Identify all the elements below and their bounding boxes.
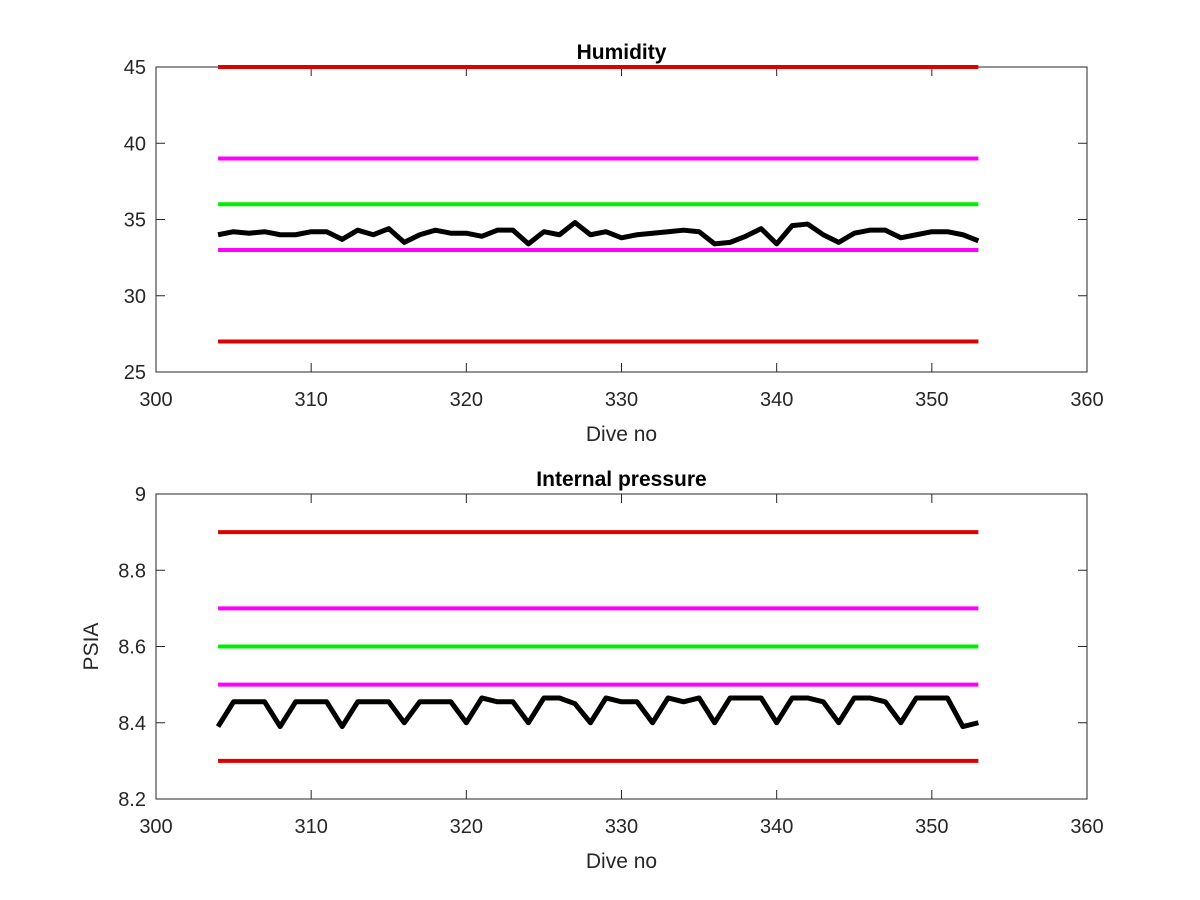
humidity-axes-frame bbox=[155, 66, 1088, 373]
internal-pressure-x-tick-label: 330 bbox=[605, 816, 638, 838]
humidity-series-line-5 bbox=[217, 220, 980, 247]
humidity-x-axis-label: Dive no bbox=[586, 423, 657, 446]
humidity-y-tick-label: 40 bbox=[124, 133, 146, 155]
internal-pressure-x-tick-label: 340 bbox=[760, 816, 793, 838]
internal-pressure-x-tick-label: 350 bbox=[915, 816, 948, 838]
internal-pressure-y-tick-label: 9 bbox=[135, 484, 146, 506]
internal-pressure-series-line-5 bbox=[215, 695, 979, 730]
internal-pressure-y-tick-label: 8.4 bbox=[118, 713, 146, 735]
humidity-x-tick-label: 310 bbox=[294, 389, 327, 411]
humidity-x-tick-label: 320 bbox=[450, 389, 483, 411]
humidity-y-tick-label: 25 bbox=[124, 362, 146, 384]
humidity-x-tick-label: 340 bbox=[760, 389, 793, 411]
internal-pressure-x-tick-label: 300 bbox=[139, 816, 172, 838]
internal-pressure-x-tick-label: 320 bbox=[450, 816, 483, 838]
internal-pressure-title: Internal pressure bbox=[536, 468, 706, 491]
internal-pressure-x-tick-label: 310 bbox=[294, 816, 327, 838]
humidity-chart: 300 310 320 330 340 350 360 25 30 35 40 45 Humidity D… bbox=[124, 41, 1104, 446]
internal-pressure-y-tick-label: 8.8 bbox=[118, 560, 146, 582]
internal-pressure-x-axis-label: Dive no bbox=[586, 850, 657, 873]
internal-pressure-y-tick-label: 8.6 bbox=[118, 637, 146, 659]
humidity-title: Humidity bbox=[577, 41, 667, 64]
internal-pressure-y-axis-label: PSIA bbox=[80, 623, 103, 671]
humidity-x-tick-label: 300 bbox=[139, 389, 172, 411]
humidity-y-tick-label: 45 bbox=[124, 57, 146, 79]
humidity-y-tick-label: 35 bbox=[124, 210, 146, 232]
humidity-x-tick-label: 330 bbox=[605, 389, 638, 411]
humidity-y-tick-label: 30 bbox=[124, 286, 146, 308]
internal-pressure-chart: 300 310 320 330 340 350 360 8.2 8.4 8.6 8.8 9 Intern… bbox=[80, 468, 1104, 873]
internal-pressure-y-tick-label: 8.2 bbox=[118, 789, 146, 811]
internal-pressure-x-tick-label: 360 bbox=[1070, 816, 1103, 838]
humidity-x-tick-label: 360 bbox=[1070, 389, 1103, 411]
humidity-x-tick-label: 350 bbox=[915, 389, 948, 411]
